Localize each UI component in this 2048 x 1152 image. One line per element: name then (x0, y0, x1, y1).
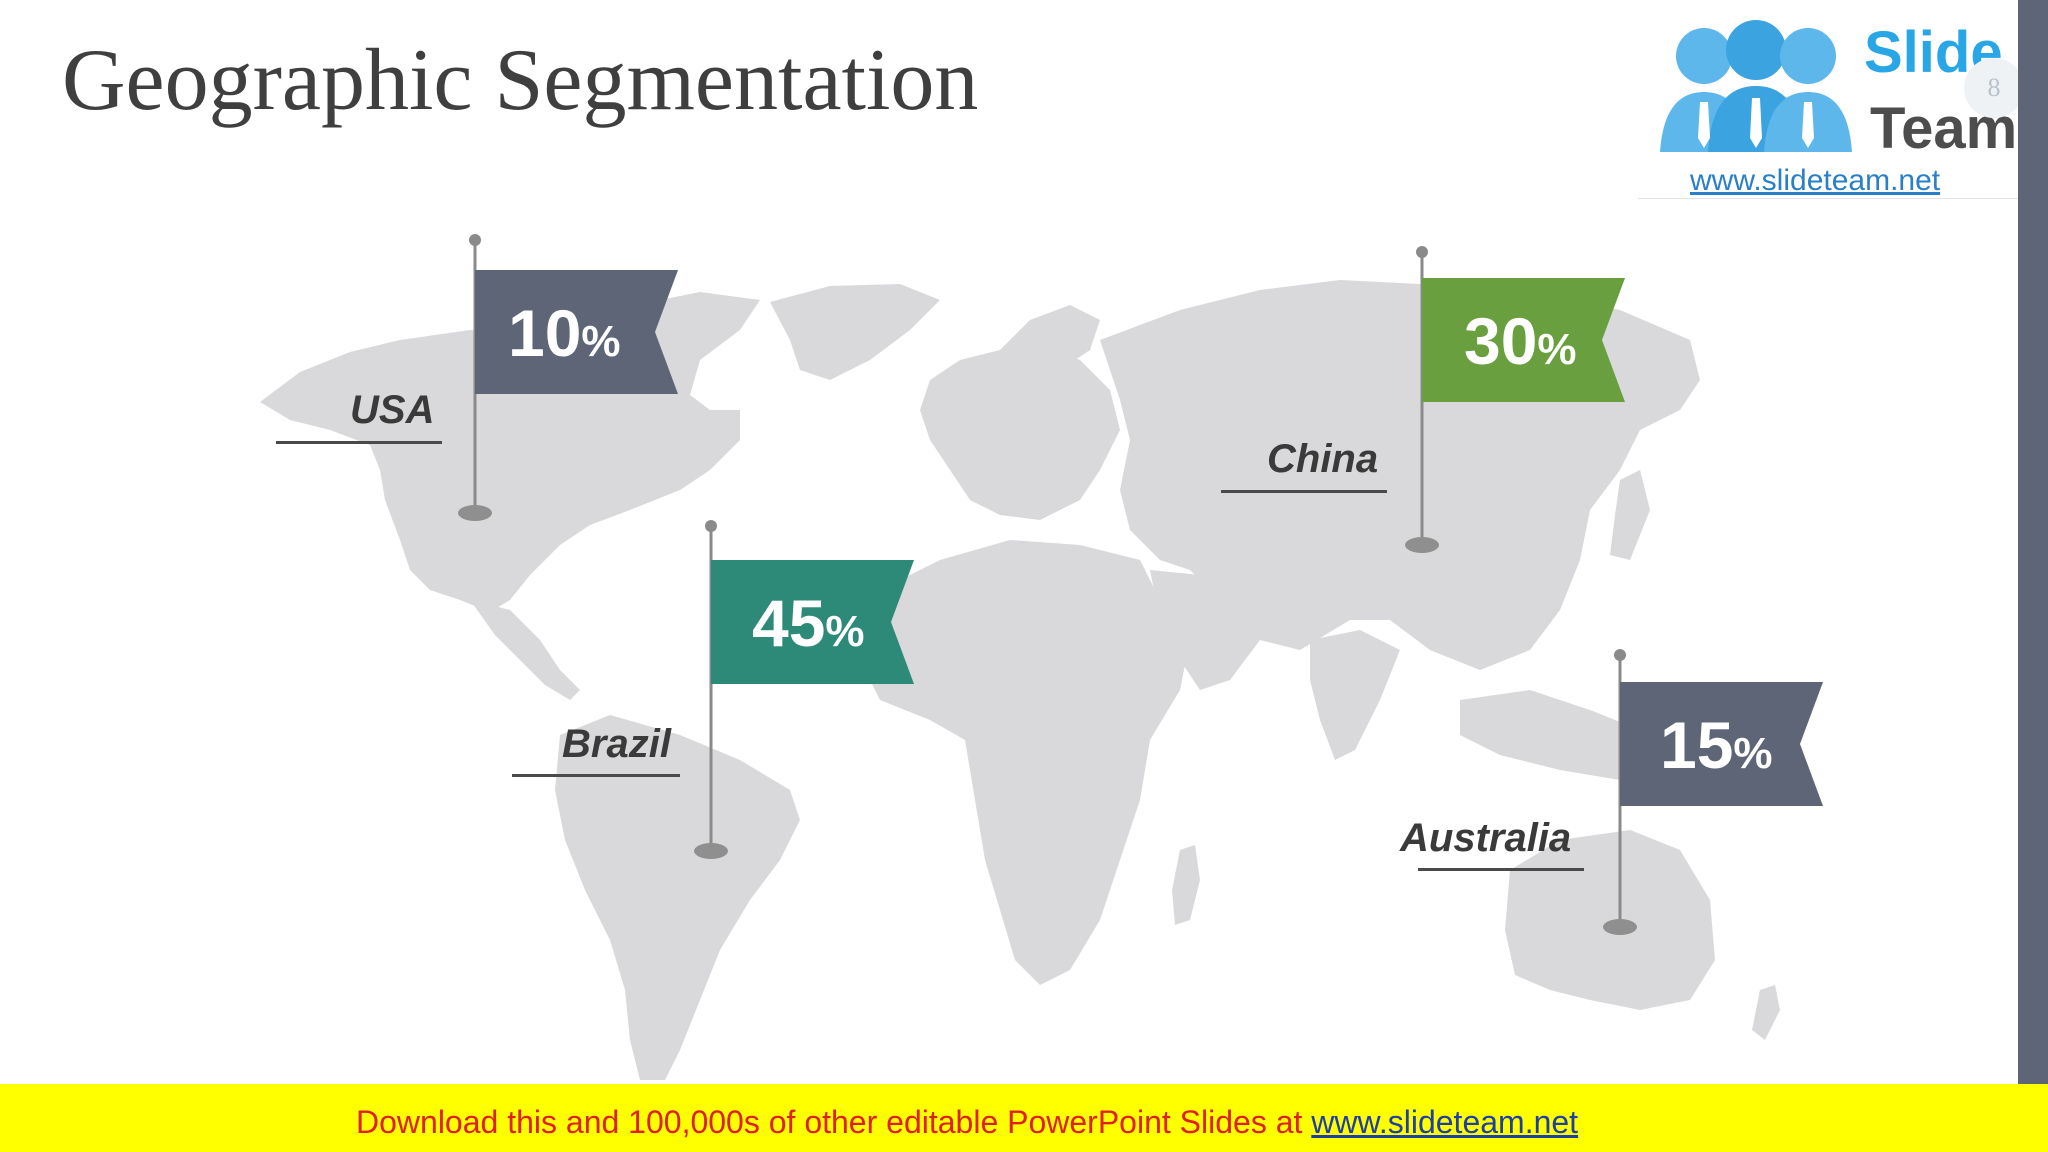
africa-landmass (860, 540, 1190, 985)
australia-underline (1418, 868, 1584, 871)
india-landmass (1310, 630, 1400, 760)
scandinavia-landmass (1000, 305, 1100, 380)
brazil-underline (512, 774, 680, 777)
brazil-label: Brazil (562, 722, 671, 766)
slide-canvas: Geographic Segmentation 10% 45% 30% 15% … (62, 20, 2038, 1080)
arabia-landmass (1150, 570, 1260, 690)
greenland-landmass (770, 284, 940, 380)
china-unit: % (1537, 325, 1577, 374)
logo-url-link[interactable]: www.slideteam.net (1690, 164, 1941, 197)
australia-value: 15 (1660, 708, 1734, 782)
south-america-landmass (555, 715, 800, 1080)
brazil-value-label: 45% (752, 590, 865, 665)
new-zealand-landmass (1752, 985, 1780, 1040)
brazil-unit: % (825, 607, 865, 656)
brazil-marker (694, 520, 914, 859)
usa-unit: % (581, 317, 621, 366)
page-number: 8 (1964, 58, 2024, 118)
china-value: 30 (1464, 304, 1538, 378)
brazil-flag (711, 560, 914, 684)
world-map (260, 234, 1823, 1080)
china-underline (1221, 490, 1387, 493)
china-marker (1405, 246, 1625, 553)
australia-unit: % (1733, 729, 1773, 778)
usa-marker (458, 234, 678, 521)
australia-flag (1620, 682, 1823, 806)
download-banner-text: Download this and 100,000s of other edit… (356, 1104, 1578, 1141)
right-edge-bar (2018, 0, 2048, 1084)
australia-landmass (1505, 830, 1715, 1010)
australia-marker (1603, 649, 1823, 935)
madagascar-landmass (1172, 845, 1200, 925)
people-logo-icon (1660, 20, 1852, 152)
europe-landmass (920, 345, 1120, 520)
australia-label: Australia (1400, 816, 1572, 860)
central-america-landmass (470, 600, 580, 700)
usa-value: 10 (508, 296, 582, 370)
brazil-value: 45 (752, 586, 826, 660)
japan-landmass (1610, 470, 1650, 560)
usa-flag (475, 270, 678, 394)
usa-underline (276, 441, 442, 444)
china-flag (1422, 278, 1625, 402)
banner-link[interactable]: www.slideteam.net (1311, 1104, 1579, 1140)
china-label: China (1267, 437, 1379, 481)
banner-message: Download this and 100,000s of other edit… (356, 1104, 1312, 1140)
slide-title: Geographic Segmentation (62, 32, 979, 129)
australia-value-label: 15% (1660, 712, 1773, 787)
southeast-asia-islands (1460, 690, 1660, 780)
china-value-label: 30% (1464, 308, 1577, 383)
download-banner (0, 1084, 2048, 1152)
usa-label: USA (350, 388, 435, 432)
usa-value-label: 10% (508, 300, 621, 375)
